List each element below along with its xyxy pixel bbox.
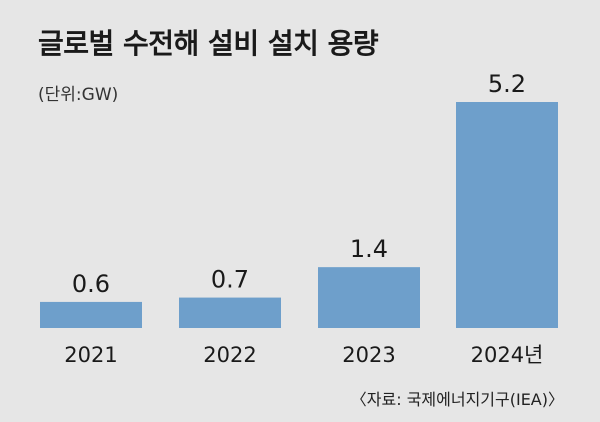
category-label-2024년: 2024년 (471, 343, 544, 367)
value-label-2022: 0.7 (211, 266, 249, 294)
bar-2021 (40, 301, 142, 328)
bar-2022 (179, 297, 281, 328)
category-label-2021: 2021 (64, 343, 117, 367)
bar-2024년 (456, 102, 558, 328)
bar-2023 (318, 267, 420, 328)
unit-label: (단위:GW) (38, 85, 119, 105)
chart-title: 글로벌 수전해 설비 설치 용량 (38, 27, 379, 60)
source-note: 〈자료: 국제에너지기구(IEA)〉 (350, 390, 564, 409)
value-label-2021: 0.6 (72, 270, 110, 298)
category-label-2022: 2022 (203, 343, 256, 367)
value-label-2024년: 5.2 (488, 70, 526, 98)
value-label-2023: 1.4 (350, 235, 388, 263)
category-label-2023: 2023 (342, 343, 395, 367)
